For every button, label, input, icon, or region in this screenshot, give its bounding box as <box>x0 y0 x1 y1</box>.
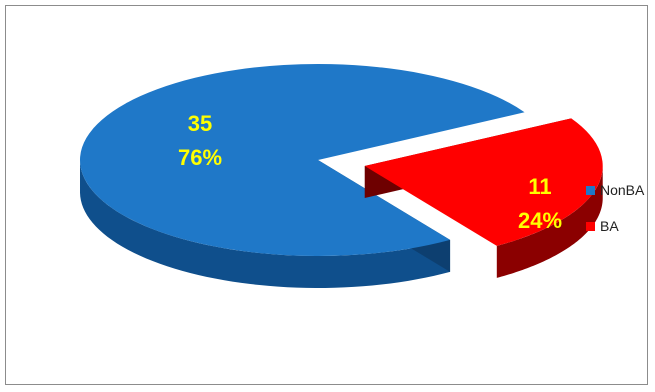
data-label-ba-value: 11 <box>528 174 551 199</box>
legend: NonBA BA <box>586 182 645 234</box>
slice-nonba <box>80 64 525 288</box>
slice-ba <box>364 118 603 278</box>
legend-swatch-nonba <box>586 186 595 195</box>
slice-nonba-side <box>80 160 451 288</box>
legend-label-ba: BA <box>600 218 619 234</box>
data-label-nonba-value: 35 <box>188 111 212 136</box>
slice-ba-top <box>364 118 603 246</box>
slice-ba-side <box>496 166 603 278</box>
data-label-nonba-percent: 76% <box>178 145 222 170</box>
slice-nonba-top <box>80 64 525 257</box>
data-label-ba-percent: 24% <box>518 208 562 233</box>
legend-swatch-ba <box>586 222 595 231</box>
legend-label-nonba: NonBA <box>600 182 645 198</box>
